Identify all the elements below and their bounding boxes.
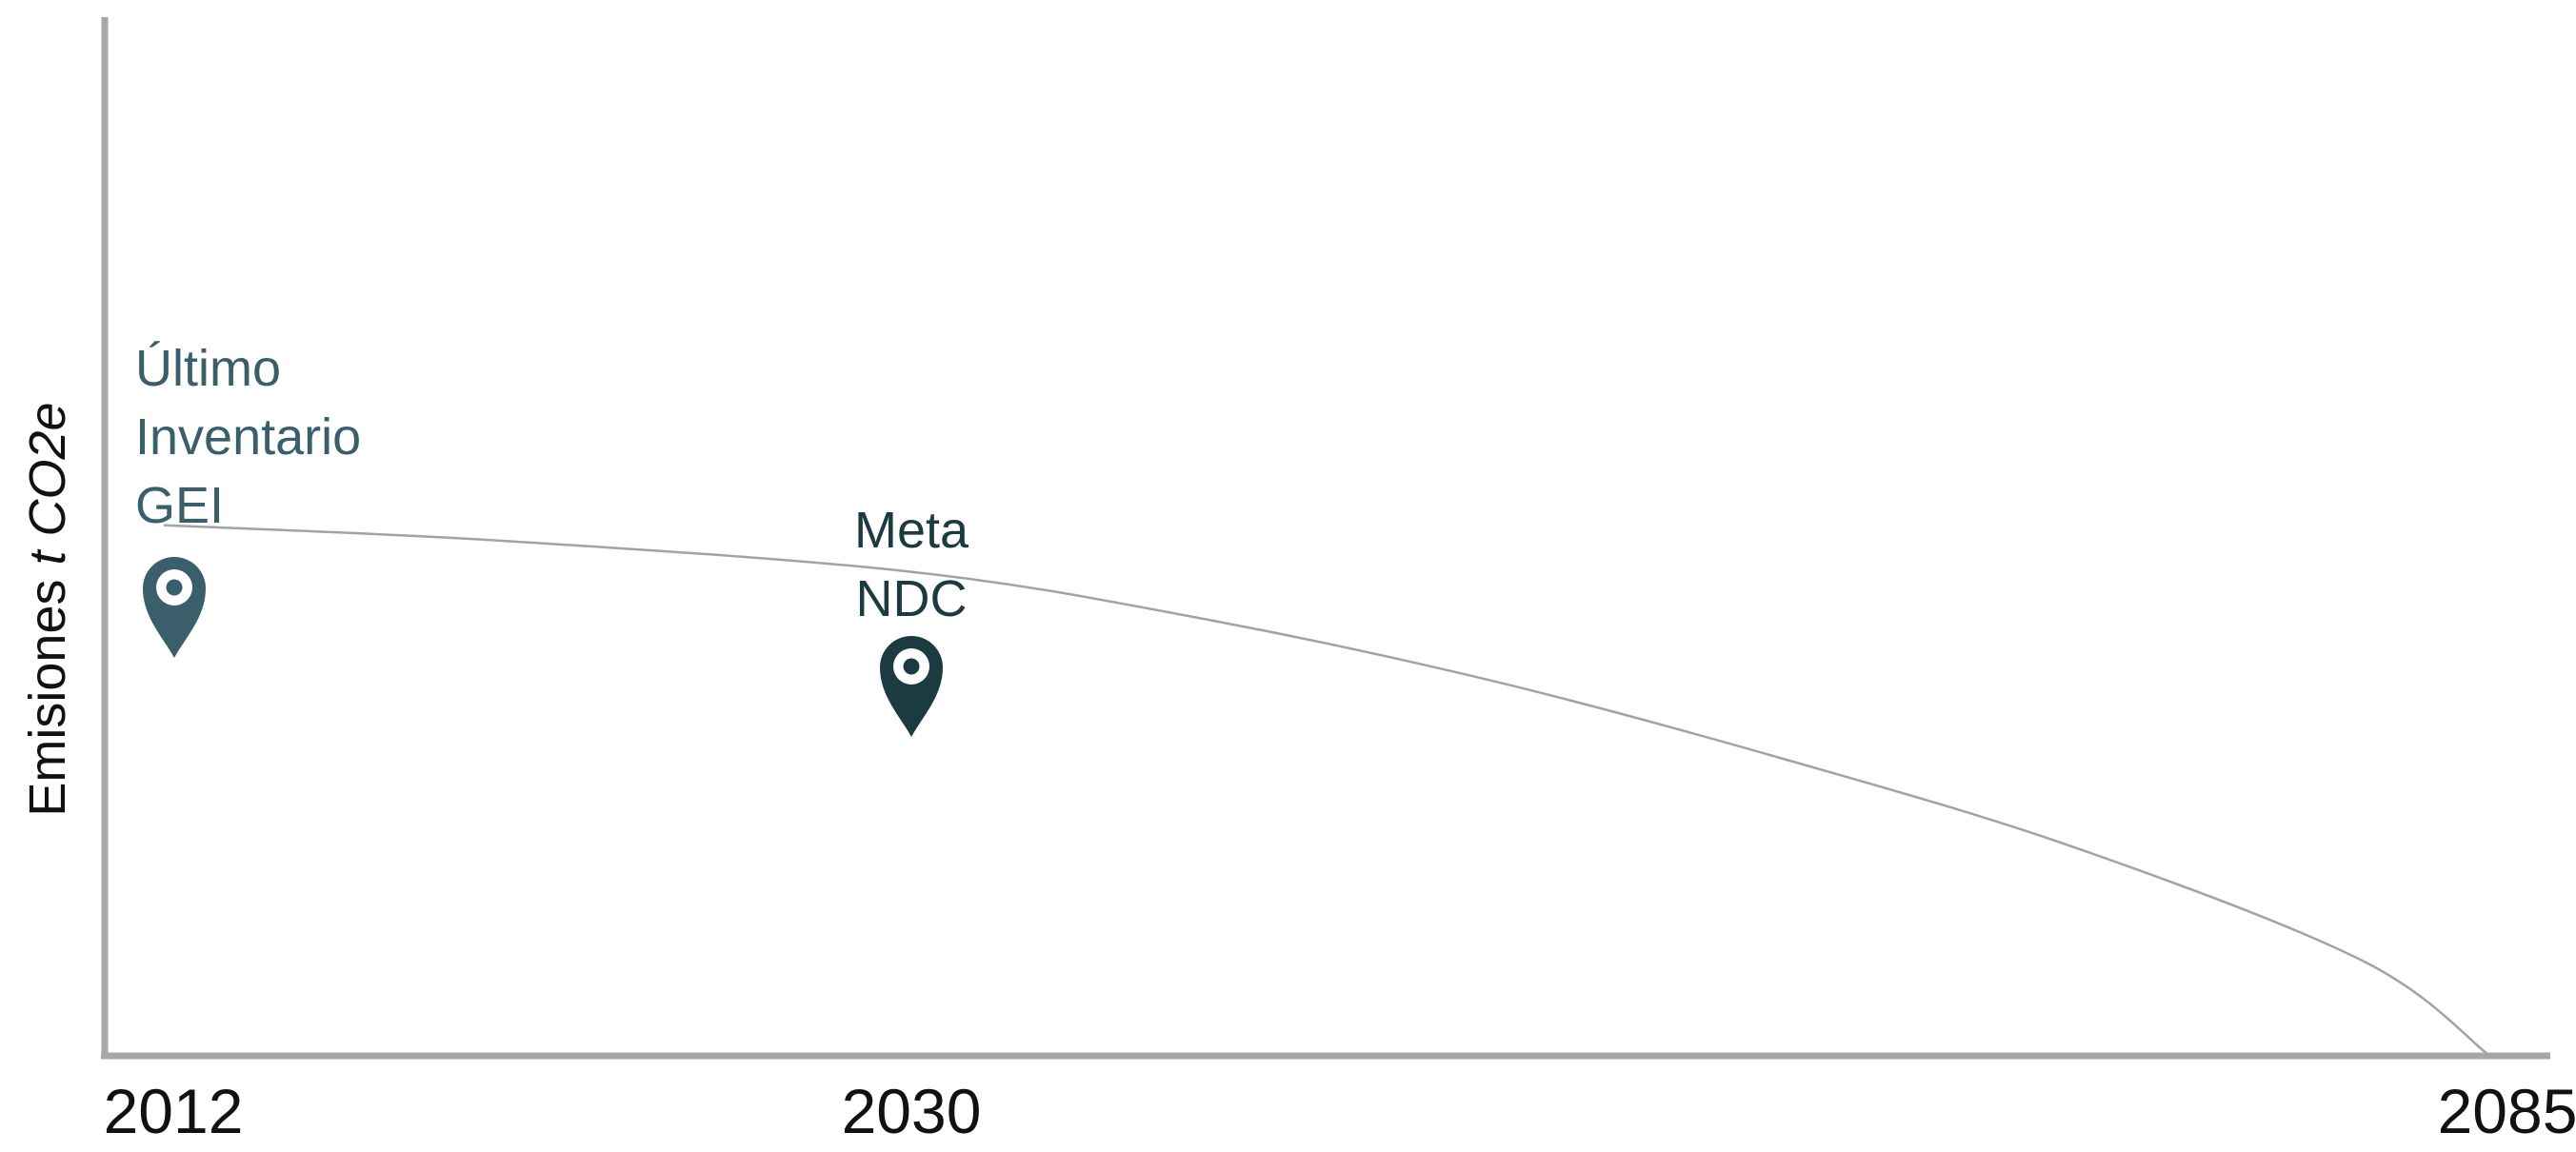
y-axis-label: Emisiones t CO2e — [19, 402, 76, 816]
annotation-1: Meta NDC — [854, 502, 969, 737]
y-axis-label-part: CO2e — [19, 402, 76, 550]
x-tick-label-2012: 2012 — [104, 1076, 244, 1146]
x-tick-labels: 2012 2030 2085 — [104, 1076, 2576, 1146]
y-axis-label-part: Emisiones — [19, 566, 76, 817]
annotation-1-line-0: Meta — [854, 502, 969, 559]
series-layer — [163, 524, 2488, 1056]
map-pin-icon — [880, 636, 943, 737]
annotation-0: Último Inventario GEI — [135, 340, 361, 658]
series-line-0 — [163, 524, 2488, 1056]
annotation-layer: Último Inventario GEI Meta NDC — [135, 340, 969, 737]
x-tick-label-2085: 2085 — [2438, 1076, 2576, 1146]
annotation-0-line-0: Último — [135, 340, 281, 397]
y-axis-label-part: t — [19, 549, 76, 566]
annotation-0-line-2: GEI — [135, 477, 224, 534]
x-tick-label-2030: 2030 — [842, 1076, 982, 1146]
annotation-1-line-1: NDC — [856, 570, 968, 627]
map-pin-icon — [143, 557, 206, 658]
annotation-0-line-1: Inventario — [135, 408, 361, 466]
